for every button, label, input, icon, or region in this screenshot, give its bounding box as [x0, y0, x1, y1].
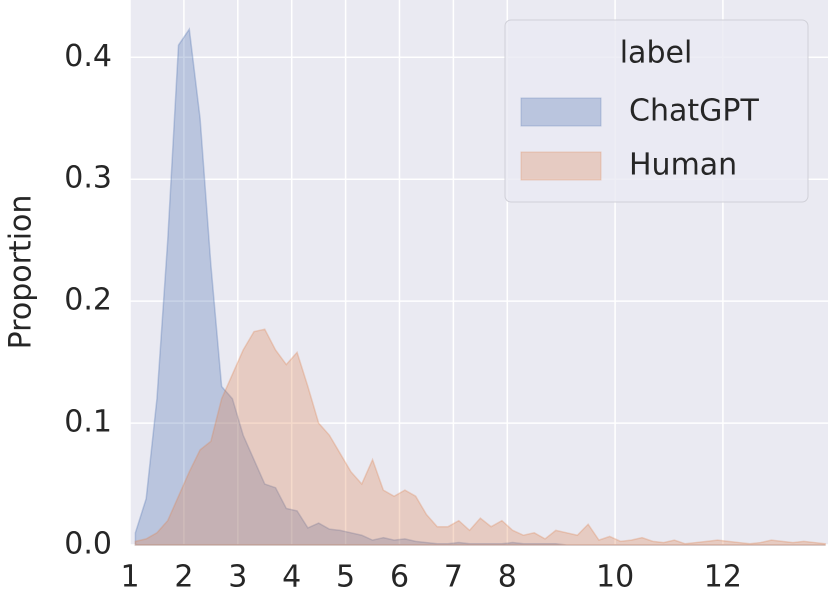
y-tick-label: 0.2 — [64, 283, 112, 318]
legend-swatch — [520, 97, 602, 127]
legend-label: ChatGPT — [629, 94, 759, 129]
area — [134, 328, 827, 546]
x-tick-label: 2 — [174, 560, 193, 595]
y-tick-label: 0.4 — [64, 39, 112, 74]
y-tick-label: 0.1 — [64, 405, 112, 440]
legend-label: Human — [629, 148, 737, 183]
y-tick-label: 0.3 — [64, 161, 112, 196]
x-tick-label: 3 — [228, 560, 247, 595]
x-tick-label: 5 — [336, 560, 355, 595]
legend-title: label — [620, 36, 693, 71]
legend-box — [504, 19, 809, 203]
legend: label ChatGPT Human — [504, 19, 809, 203]
x-tick-label: 8 — [498, 560, 517, 595]
x-tick-label: 10 — [596, 560, 634, 595]
x-tick-label: 7 — [444, 560, 463, 595]
y-tick-label: 0.0 — [64, 527, 112, 562]
area — [134, 27, 826, 546]
y-axis-label: Proportion — [4, 195, 39, 350]
legend-swatch — [520, 151, 602, 181]
x-tick-label: 1 — [120, 560, 139, 595]
x-tick-label: 4 — [282, 560, 301, 595]
x-tick-label: 12 — [704, 560, 742, 595]
x-tick-label: 6 — [390, 560, 409, 595]
